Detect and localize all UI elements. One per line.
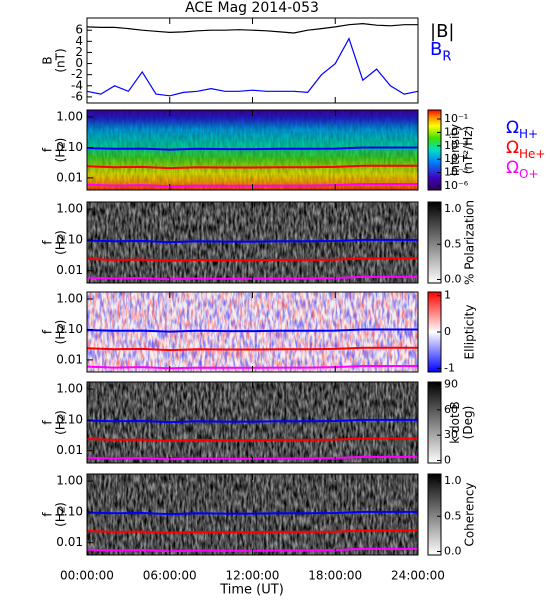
y-tick-label: 0.10 — [56, 140, 83, 154]
colorbar-tick-label: 1.0 — [444, 202, 462, 215]
series-line — [86, 164, 418, 170]
colorbar-label: (Deg) — [461, 406, 475, 440]
colorbar-tick-label: 0.0 — [444, 544, 462, 557]
y-tick-label: 0.10 — [56, 504, 83, 518]
y-tick-label: 6 — [75, 23, 83, 37]
y-tick-label: 0.10 — [56, 232, 83, 246]
colorbar — [427, 473, 442, 556]
y-tick-label: 0.10 — [56, 322, 83, 336]
series-line — [86, 328, 418, 333]
colorbar-tick-label: 10⁻⁶ — [444, 179, 469, 192]
x-tick-label: 24:00:00 — [391, 569, 445, 583]
legend-name: B — [430, 39, 442, 60]
y-axis-label: (Hz) — [54, 230, 68, 255]
y-axis-label: (Hz) — [54, 410, 68, 435]
y-tick-label: 1.00 — [56, 382, 83, 396]
series-line — [86, 257, 418, 262]
colorbar-tick-label: 0.5 — [444, 509, 462, 522]
series-line — [86, 346, 418, 352]
y-tick-label: 0.01 — [56, 352, 83, 366]
y-axis-label: f — [41, 147, 55, 152]
colorbar-tick-label: 0.5 — [444, 237, 462, 250]
colorbar — [427, 381, 442, 464]
y-axis-label: f — [41, 240, 55, 245]
y-tick-label: 4 — [75, 34, 83, 48]
y-tick-label: -2 — [71, 67, 83, 81]
series-line — [86, 146, 418, 151]
y-tick-label: -4 — [71, 78, 83, 92]
legend-name: |B| — [430, 21, 454, 42]
y-tick-label: 1.00 — [56, 202, 83, 216]
y-tick-label: 2 — [75, 45, 83, 59]
colorbar-tick-label: 10⁻⁴ — [444, 152, 469, 165]
legend-entry: |B| — [430, 21, 454, 42]
y-axis-label: f — [41, 329, 55, 334]
colorbar-label: Coherency — [463, 482, 477, 546]
colorbar-tick-label: 10⁻⁵ — [444, 166, 468, 179]
x-tick-label: 06:00:00 — [143, 569, 197, 583]
y-axis-label: (Hz) — [54, 320, 68, 345]
y-tick-label: 1.00 — [56, 110, 83, 124]
colorbar-tick-label: 0.0 — [444, 272, 462, 285]
legend-entry: ΩHe+ — [506, 138, 545, 160]
legend-subscript: He+ — [519, 146, 545, 160]
y-tick-label: 0.01 — [56, 535, 83, 549]
colorbar-tick-label: 60 — [444, 403, 458, 416]
series-line — [86, 418, 418, 424]
colorbar-tick-label: 0 — [444, 325, 451, 338]
series-line — [86, 510, 418, 516]
colorbar-tick-label: 1 — [444, 289, 451, 302]
colorbar-tick-label: 1.0 — [444, 474, 462, 487]
colorbar-tick-label: 90 — [444, 378, 458, 391]
colorbar-label: Ellipticity — [463, 305, 477, 360]
colorbar-tick-label: 10⁻¹ — [444, 112, 468, 125]
y-axis-label: f — [41, 512, 55, 517]
y-tick-label: 1.00 — [56, 292, 83, 306]
y-tick-label: 0.01 — [56, 170, 83, 184]
colorbar-label: Intensity — [448, 124, 462, 176]
legend-subscript: H+ — [519, 126, 538, 140]
y-tick-label: 0.01 — [56, 263, 83, 277]
colorbar — [427, 201, 442, 284]
series-line — [86, 37, 419, 97]
colorbar-tick-label: 0 — [444, 453, 451, 466]
colorbar-label: % Polarization — [463, 200, 477, 285]
colorbar-label: k dot B — [448, 401, 462, 443]
series-line — [86, 22, 418, 34]
x-tick-label: 12:00:00 — [226, 569, 280, 583]
y-axis-label: (nT) — [54, 48, 68, 72]
y-axis-label: B — [41, 56, 55, 64]
y-tick-label: 0.10 — [56, 412, 83, 426]
series-line — [86, 529, 418, 534]
series-line — [86, 238, 418, 244]
legend-entry: ΩH+ — [506, 118, 538, 140]
y-axis-label: f — [41, 420, 55, 425]
colorbar — [427, 109, 442, 191]
y-axis-label: (Hz) — [54, 138, 68, 163]
x-axis-label: Time (UT) — [219, 583, 284, 598]
legend-name: Ω — [506, 118, 519, 138]
legend-entry: BR — [430, 39, 451, 64]
colorbar-label: (nT²/Hz) — [461, 126, 475, 174]
colorbar-tick-label: 10⁻³ — [444, 139, 468, 152]
y-tick-label: -6 — [71, 89, 83, 103]
x-tick-label: 00:00:00 — [60, 569, 114, 583]
legend-entry: ΩO+ — [506, 158, 539, 180]
y-tick-label: 0.01 — [56, 443, 83, 457]
y-tick-label: 0 — [75, 56, 83, 70]
series-line — [86, 437, 418, 442]
legend-subscript: R — [442, 49, 451, 64]
colorbar-tick-label: 30 — [444, 428, 458, 441]
legend-name: Ω — [506, 158, 519, 178]
x-tick-label: 18:00:00 — [308, 569, 362, 583]
legend-name: Ω — [506, 138, 519, 158]
plot-background — [87, 18, 418, 103]
y-tick-label: 1.00 — [56, 474, 83, 488]
colorbar-tick-label: -1 — [444, 361, 455, 374]
colorbar-tick-label: 10⁻² — [444, 125, 468, 138]
legend-subscript: O+ — [519, 166, 539, 180]
chart-title: ACE Mag 2014-053 — [185, 0, 319, 16]
y-axis-label: (Hz) — [54, 502, 68, 527]
